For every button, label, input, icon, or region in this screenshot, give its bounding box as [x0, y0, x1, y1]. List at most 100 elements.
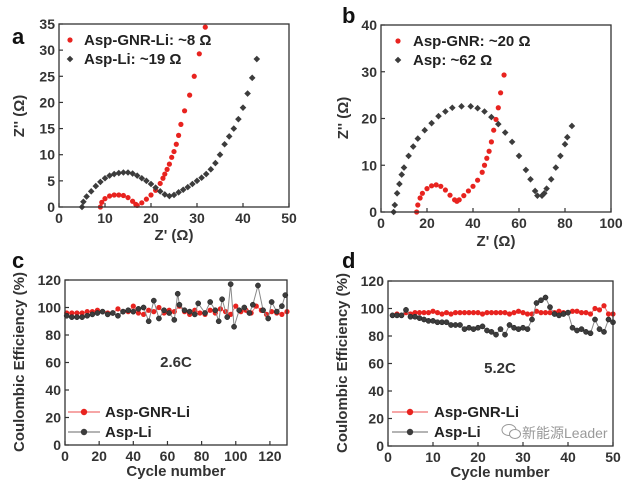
data-point	[493, 331, 499, 338]
data-point	[115, 169, 123, 177]
data-point	[230, 125, 238, 132]
data-point	[547, 310, 553, 316]
panel-a: a 0 10 20 30 40 50 0 5 10 15 20 25 30 35 Z' (Ω) Z'' (Ω) A…	[11, 16, 297, 244]
data-point	[488, 329, 495, 335]
data-point	[255, 282, 261, 289]
data-point	[391, 201, 399, 209]
y-tick-label: 120	[361, 273, 385, 289]
y-tick-label: 15	[39, 121, 55, 137]
data-point	[596, 307, 603, 313]
data-point	[124, 169, 132, 176]
panel-letter: c	[12, 248, 24, 273]
data-point	[569, 324, 576, 331]
data-point	[531, 187, 539, 195]
legend-label: Asp-Li	[434, 424, 481, 441]
data-point	[501, 72, 507, 78]
data-point	[152, 184, 159, 191]
data-point	[191, 311, 198, 318]
data-point	[448, 311, 454, 317]
data-point	[207, 299, 214, 305]
data-point	[79, 310, 85, 316]
data-point	[421, 126, 428, 134]
data-point	[212, 307, 219, 314]
data-point	[207, 307, 213, 313]
data-point	[564, 133, 571, 141]
y-tick-label: 60	[45, 355, 61, 371]
series-asp-gnr	[414, 72, 507, 215]
y-tick-label: 20	[368, 411, 384, 427]
data-point	[176, 132, 182, 138]
data-point	[107, 193, 113, 199]
data-point	[522, 166, 530, 174]
data-point	[439, 311, 445, 317]
data-point	[515, 152, 523, 160]
data-point	[449, 104, 456, 112]
y-tick-label: 20	[45, 410, 61, 426]
x-tick-label: 10	[425, 449, 441, 465]
x-tick-label: 20	[470, 449, 486, 465]
data-point	[104, 311, 111, 318]
x-tick-label: 0	[377, 215, 385, 231]
data-point	[202, 170, 210, 178]
data-point	[541, 190, 548, 197]
panel-letter: d	[342, 248, 355, 273]
data-point	[145, 318, 152, 325]
data-point	[538, 297, 544, 304]
y-tick-label: 5	[47, 173, 55, 189]
data-point	[140, 304, 147, 311]
x-tick-label: 0	[61, 448, 69, 464]
data-point	[433, 182, 439, 188]
x-tick-label: 80	[557, 215, 573, 231]
data-point	[557, 152, 564, 160]
data-point	[99, 199, 105, 205]
data-point	[458, 103, 465, 110]
data-point	[461, 193, 467, 199]
data-point	[202, 24, 208, 30]
legend-label: Asp-Li: ~19 Ω	[84, 51, 181, 68]
data-point	[133, 172, 141, 179]
legend-marker	[394, 56, 402, 64]
data-point	[565, 309, 571, 316]
data-point	[443, 319, 450, 326]
y-axis-label: Coulombic Efficiency (%)	[334, 273, 351, 453]
data-point	[486, 148, 492, 154]
data-point	[175, 189, 182, 196]
series-asp-li	[63, 281, 289, 330]
y-tick-label: 0	[369, 204, 377, 220]
series-asp	[390, 103, 576, 216]
data-point	[403, 307, 409, 313]
y-tick-label: 100	[361, 301, 385, 317]
x-tick-label: 50	[281, 210, 297, 226]
data-point	[416, 310, 423, 316]
data-point	[592, 316, 598, 323]
data-point	[506, 322, 513, 328]
data-point	[475, 177, 481, 183]
legend-label: Asp-GNR: ~20 Ω	[413, 33, 530, 50]
data-point	[417, 195, 423, 201]
data-point	[506, 311, 513, 317]
data-point	[221, 140, 228, 148]
data-point	[111, 192, 117, 198]
data-point	[601, 303, 607, 309]
x-tick-label: 30	[515, 449, 531, 465]
data-point	[475, 310, 481, 316]
y-tick-label: 0	[53, 437, 61, 453]
data-point	[435, 112, 442, 120]
data-point	[89, 311, 96, 318]
y-tick-label: 120	[38, 272, 62, 288]
panel-b: b 0 20 40 60 80 100 0 10 20 30 40 Z' (Ω) Z'' (Ω) Asp-G…	[335, 3, 623, 250]
data-point	[130, 308, 137, 315]
panel-c: c 0 20 40 60 80 100 120 0 20 40 60 80 100 120 Cycle num…	[11, 248, 290, 480]
data-point	[74, 310, 80, 316]
data-point	[115, 312, 121, 319]
data-point	[187, 92, 193, 98]
data-point	[94, 310, 101, 316]
y-tick-label: 10	[361, 157, 377, 173]
rate-annotation: 2.6C	[160, 354, 192, 371]
data-point	[265, 315, 272, 322]
data-point	[181, 108, 188, 114]
data-point	[244, 90, 251, 97]
data-point	[538, 310, 544, 316]
y-tick-label: 20	[361, 111, 377, 127]
data-point	[148, 192, 154, 198]
